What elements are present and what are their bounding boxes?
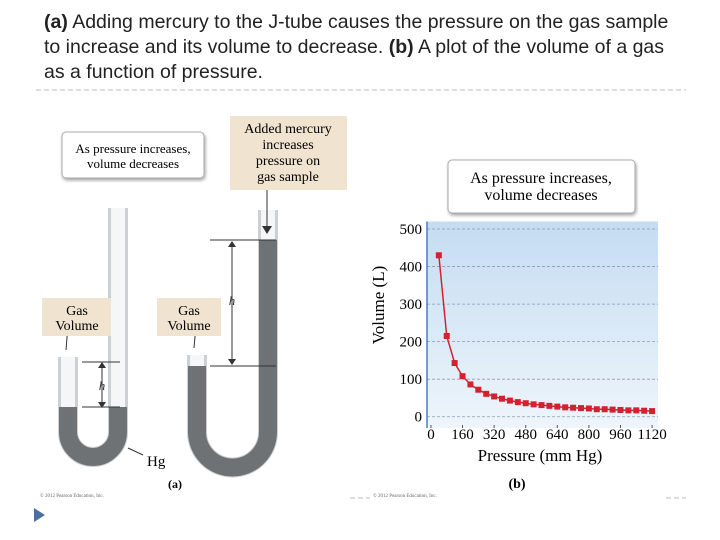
copyright: © 2012 Pearson Education, Inc.: [40, 493, 104, 499]
header-part: A plot of the volume of a gas as a funct…: [44, 36, 665, 83]
x-tick-label: 640: [546, 427, 569, 443]
marker: [601, 406, 608, 413]
line: As pressure increases,: [75, 141, 190, 156]
marker: [475, 386, 482, 393]
marker: [570, 404, 577, 411]
marker: [459, 373, 466, 380]
line: Volume: [167, 319, 210, 334]
x-tick-label: 480: [514, 427, 537, 443]
line: Volume: [55, 319, 98, 334]
marker: [483, 390, 490, 397]
marker: [499, 395, 506, 402]
marker: [443, 333, 450, 340]
x-tick-label: 320: [483, 427, 506, 443]
line: pressure on: [256, 154, 320, 169]
copyright: © 2012 Pearson Education, Inc.: [373, 493, 437, 499]
mercury: [188, 240, 277, 477]
marker: [530, 401, 537, 408]
header: (a) Adding mercury to the J-tube causes …: [44, 10, 684, 85]
h-label: h: [99, 378, 106, 393]
gas-volume: Gas Volume: [55, 304, 98, 334]
y-tick-label: 200: [400, 335, 423, 351]
marker: [641, 407, 648, 414]
marker: [585, 405, 592, 412]
mercury: [59, 407, 127, 466]
line: Gas: [66, 304, 88, 319]
line: As pressure increases,: [470, 170, 612, 187]
callout: As pressure increases, volume decreases: [75, 141, 190, 171]
marker: [514, 399, 521, 406]
header-part: (b): [388, 36, 414, 58]
data-line: [438, 255, 653, 412]
marker: [506, 397, 513, 404]
gas-volume: Gas Volume: [167, 304, 210, 334]
label-box: [230, 116, 347, 190]
marker: [546, 402, 553, 409]
panel-label: (b): [508, 477, 525, 492]
header-part: (a): [44, 11, 68, 33]
plot-area: [427, 221, 658, 428]
annotation: As pressure increases, volume decreases: [470, 170, 612, 204]
measure-lines: [65, 188, 276, 456]
line: Gas: [178, 304, 200, 319]
y-axis-label: Volume (L): [369, 266, 388, 345]
marker: [633, 407, 640, 414]
hg-label: Hg: [147, 454, 166, 470]
marker: [625, 407, 632, 414]
marker: [649, 408, 656, 415]
line: increases: [262, 138, 313, 153]
y-tick-label: 100: [400, 372, 423, 388]
marker: [554, 403, 561, 410]
marker: [491, 393, 498, 400]
panel-label: (a): [168, 477, 182, 491]
line: gas sample: [257, 170, 319, 185]
x-tick-label: 960: [609, 427, 632, 443]
callout-box: [61, 131, 205, 179]
line: volume decreases: [484, 187, 597, 204]
marker: [609, 406, 616, 413]
marker: [617, 406, 624, 413]
y-tick-label: 500: [400, 222, 423, 238]
marker: [435, 252, 442, 259]
h-label: h: [229, 293, 236, 308]
y-tick-label: 400: [400, 260, 423, 276]
line: Added mercury: [244, 122, 331, 137]
y-tick-label: 0: [415, 410, 423, 426]
marker: [562, 404, 569, 411]
line: volume decreases: [87, 156, 179, 171]
label-box: [157, 298, 221, 336]
x-tick-label: 160: [451, 427, 474, 443]
x-tick-label: 1120: [637, 427, 666, 443]
x-tick-label: 800: [578, 427, 601, 443]
marker: [578, 405, 584, 412]
bullet: [34, 508, 45, 522]
x-axis-label: Pressure (mm Hg): [478, 446, 603, 465]
marker: [538, 402, 545, 409]
arrowheads: [98, 226, 272, 408]
marker: [522, 400, 529, 407]
y-tick-label: 300: [400, 297, 423, 313]
x-tick-label: 0: [427, 427, 435, 443]
added-mercury: Added mercury increases pressure on gas sam…: [244, 122, 331, 185]
marker: [467, 381, 474, 388]
header-part: Adding mercury to the J-tube causes the …: [44, 11, 669, 58]
marker: [451, 360, 458, 367]
label-box: [42, 298, 111, 336]
annotation-box: [447, 159, 636, 214]
marker: [593, 406, 600, 413]
